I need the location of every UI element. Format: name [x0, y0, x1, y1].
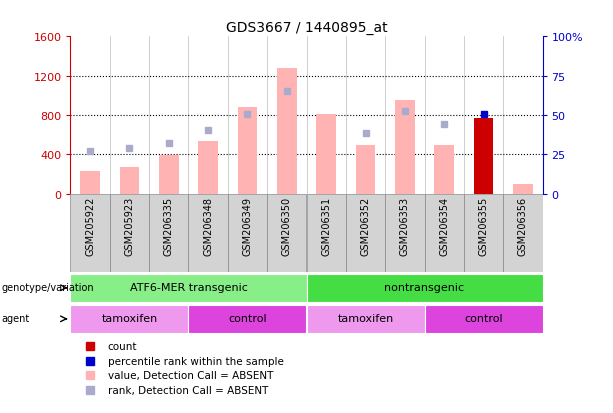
Bar: [189, 305, 306, 333]
Text: GSM205922: GSM205922: [85, 197, 95, 256]
Text: GSM206354: GSM206354: [439, 197, 449, 256]
Bar: [70, 305, 189, 333]
Bar: [464, 194, 503, 273]
Text: GSM206350: GSM206350: [282, 197, 292, 256]
Text: agent: agent: [2, 313, 30, 323]
Text: GSM206335: GSM206335: [164, 197, 174, 256]
Text: ATF6-MER transgenic: ATF6-MER transgenic: [129, 282, 248, 292]
Text: GSM206356: GSM206356: [518, 197, 528, 256]
Text: control: control: [464, 313, 503, 323]
Text: tamoxifen: tamoxifen: [101, 313, 158, 323]
Bar: [199, 142, 218, 194]
Bar: [513, 184, 533, 194]
Text: GSM206348: GSM206348: [203, 197, 213, 255]
Bar: [189, 194, 228, 273]
Bar: [277, 69, 297, 194]
Bar: [306, 305, 424, 333]
Text: GSM205923: GSM205923: [124, 197, 134, 256]
Title: GDS3667 / 1440895_at: GDS3667 / 1440895_at: [226, 21, 387, 35]
Text: GSM206353: GSM206353: [400, 197, 410, 256]
Bar: [238, 108, 257, 194]
Text: GSM206352: GSM206352: [360, 197, 370, 256]
Text: value, Detection Call = ABSENT: value, Detection Call = ABSENT: [108, 370, 273, 380]
Bar: [70, 274, 306, 302]
Bar: [503, 194, 543, 273]
Bar: [306, 274, 543, 302]
Bar: [149, 194, 189, 273]
Text: tamoxifen: tamoxifen: [337, 313, 394, 323]
Text: GSM206355: GSM206355: [479, 197, 489, 256]
Text: GSM206349: GSM206349: [243, 197, 253, 255]
Bar: [395, 101, 414, 194]
Bar: [159, 156, 178, 194]
Bar: [346, 194, 385, 273]
Text: genotype/variation: genotype/variation: [2, 282, 94, 292]
Text: GSM206351: GSM206351: [321, 197, 331, 256]
Bar: [474, 119, 493, 194]
Text: nontransgenic: nontransgenic: [384, 282, 465, 292]
Bar: [80, 171, 100, 194]
Bar: [385, 194, 424, 273]
Text: rank, Detection Call = ABSENT: rank, Detection Call = ABSENT: [108, 385, 268, 395]
Text: control: control: [228, 313, 267, 323]
Text: percentile rank within the sample: percentile rank within the sample: [108, 356, 284, 366]
Bar: [306, 194, 346, 273]
Bar: [356, 146, 375, 194]
Bar: [70, 194, 110, 273]
Bar: [110, 194, 149, 273]
Bar: [267, 194, 306, 273]
Text: count: count: [108, 342, 137, 351]
Bar: [228, 194, 267, 273]
Bar: [435, 146, 454, 194]
Bar: [424, 305, 543, 333]
Bar: [424, 194, 464, 273]
Bar: [120, 168, 139, 194]
Bar: [316, 115, 336, 194]
